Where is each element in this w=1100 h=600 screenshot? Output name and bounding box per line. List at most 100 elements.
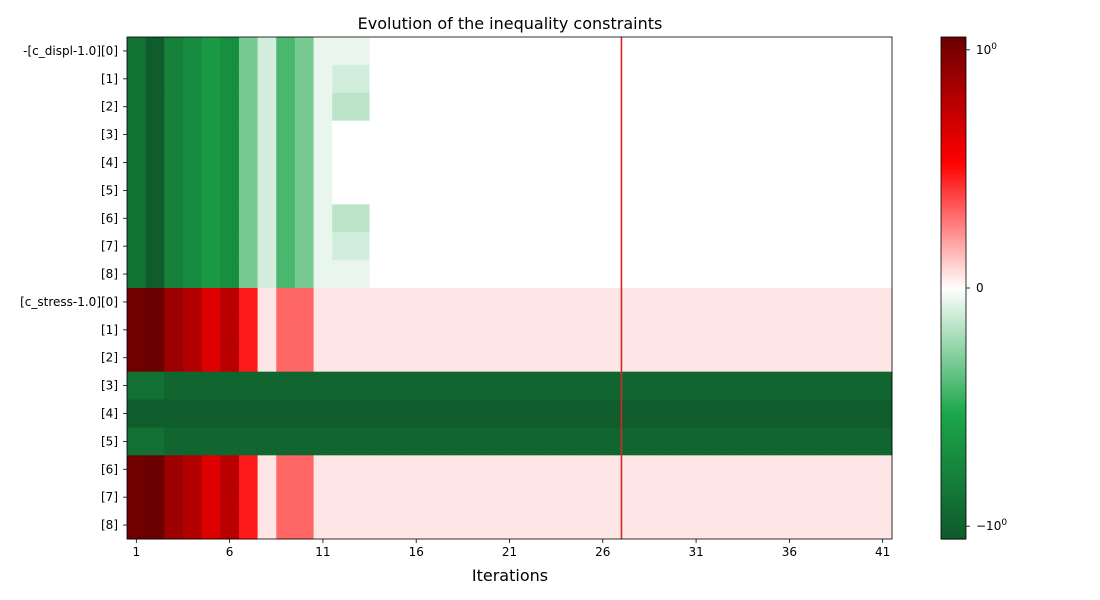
colorbar-segment	[941, 368, 966, 372]
heatmap-cell	[201, 511, 221, 540]
heatmap-cell	[817, 64, 837, 94]
heatmap-cell	[780, 343, 800, 373]
heatmap-cell	[854, 511, 874, 540]
heatmap-cell	[518, 511, 538, 540]
heatmap-cell	[238, 92, 259, 122]
heatmap-cell	[742, 176, 762, 205]
heatmap-cell	[630, 427, 650, 456]
heatmap-cell	[630, 455, 650, 484]
heatmap-cell	[780, 427, 800, 456]
heatmap-cell	[798, 315, 818, 345]
heatmap-cell	[182, 120, 203, 150]
heatmap-cell	[276, 204, 296, 233]
heatmap-cell	[350, 455, 371, 484]
colorbar-segment	[941, 137, 966, 141]
heatmap-cell	[780, 37, 800, 66]
heatmap-cell	[630, 176, 650, 205]
heatmap-cell	[780, 288, 800, 317]
heatmap-cell	[836, 315, 856, 345]
heatmap-cell	[294, 455, 315, 484]
row-label: [1]	[101, 72, 118, 86]
heatmap-cell	[276, 399, 296, 428]
heatmap-cell	[294, 176, 315, 205]
heatmap-cell	[182, 343, 203, 373]
heatmap-cell	[425, 37, 445, 66]
colorbar-segment	[941, 282, 966, 287]
colorbar-segment	[941, 104, 966, 108]
heatmap-cell	[350, 92, 371, 122]
heatmap-cell	[425, 343, 445, 373]
heatmap-cell	[406, 120, 427, 150]
colorbar-segment	[941, 64, 966, 68]
heatmap-cell	[406, 204, 427, 233]
heatmap-cell	[462, 288, 483, 317]
heatmap-cell	[780, 232, 800, 261]
heatmap-cell	[369, 64, 389, 94]
heatmap-cell	[182, 371, 203, 401]
heatmap-cell	[686, 455, 706, 484]
heatmap-cell	[724, 288, 744, 317]
colorbar-segment	[941, 328, 966, 332]
heatmap-cell	[164, 148, 184, 177]
heatmap-cell	[854, 288, 874, 317]
heatmap-cell	[313, 120, 333, 150]
heatmap-cell	[574, 427, 594, 456]
x-tick-label: 1	[133, 545, 141, 559]
colorbar-segment	[941, 152, 966, 156]
heatmap-cell	[649, 37, 669, 66]
heatmap-cell	[164, 232, 184, 261]
colorbar-segment	[941, 139, 966, 144]
heatmap-cell	[406, 288, 427, 317]
colorbar-segment	[941, 315, 966, 319]
colorbar-segment	[941, 267, 966, 272]
heatmap-cell	[500, 288, 520, 317]
colorbar-segment	[941, 247, 966, 251]
heatmap-cell	[444, 260, 464, 289]
heatmap-cell	[593, 232, 613, 261]
x-axis-label: Iterations	[472, 566, 548, 585]
heatmap-cell	[164, 37, 184, 66]
heatmap-cell	[238, 483, 259, 512]
heatmap-cell	[127, 148, 147, 177]
heatmap-cell	[873, 92, 893, 122]
heatmap-cell	[294, 148, 315, 177]
heatmap-cell	[798, 427, 818, 456]
colorbar-segment	[941, 159, 966, 164]
colorbar-segment	[941, 217, 966, 221]
heatmap-cell	[817, 399, 837, 428]
colorbar-segment	[941, 280, 966, 284]
heatmap-cell	[369, 176, 389, 205]
heatmap-cell	[649, 260, 669, 289]
colorbar-segment	[941, 42, 966, 46]
heatmap-cell	[705, 92, 725, 122]
heatmap-cell	[574, 37, 594, 66]
heatmap-cell	[294, 343, 315, 373]
heatmap-cell	[462, 64, 483, 94]
heatmap-cell	[593, 92, 613, 122]
heatmap-cell	[537, 176, 557, 205]
heatmap-cell	[817, 148, 837, 177]
heatmap-cell	[649, 483, 669, 512]
colorbar-segment	[941, 298, 966, 302]
heatmap-cell	[798, 37, 818, 66]
heatmap-cell	[425, 92, 445, 122]
heatmap-cell	[873, 288, 893, 317]
colorbar-segment	[941, 180, 966, 184]
heatmap-cell	[593, 148, 613, 177]
heatmap-cell	[481, 427, 501, 456]
heatmap-cell	[761, 204, 781, 233]
heatmap-cell	[649, 232, 669, 261]
heatmap-cell	[500, 120, 520, 150]
row-label: [7]	[101, 490, 118, 504]
heatmap-cell	[854, 455, 874, 484]
heatmap-cell	[537, 120, 557, 150]
colorbar-segment	[941, 200, 966, 204]
colorbar-segment	[941, 210, 966, 214]
heatmap-cell	[761, 371, 781, 401]
heatmap-cell	[724, 92, 744, 122]
heatmap-cell	[350, 232, 371, 261]
heatmap-cell	[630, 232, 650, 261]
colorbar-segment	[941, 370, 966, 374]
x-tick-label: 16	[409, 545, 424, 559]
heatmap-cell	[817, 455, 837, 484]
